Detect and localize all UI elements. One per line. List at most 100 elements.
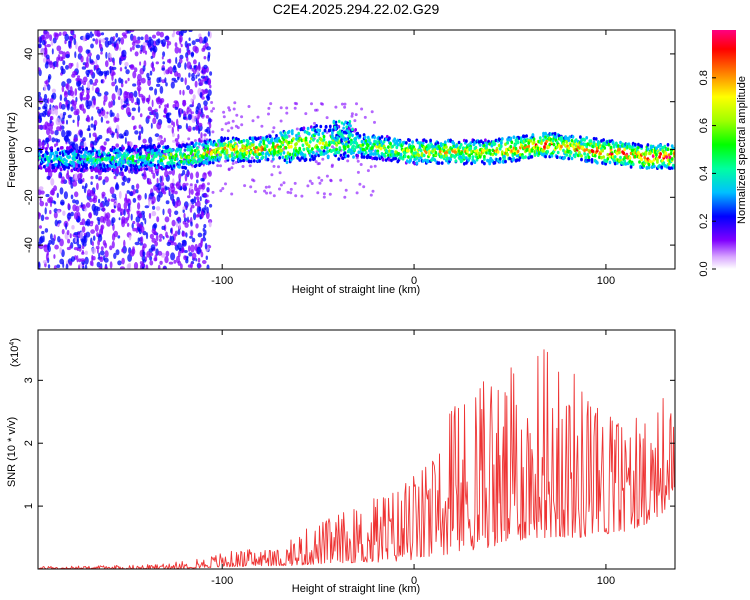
- heatmap-cell: [44, 126, 47, 130]
- heatmap-cell: [668, 166, 672, 171]
- heatmap-cell: [200, 107, 203, 113]
- heatmap-cell: [322, 149, 326, 153]
- heatmap-cell: [83, 235, 86, 243]
- heatmap-cell: [405, 159, 409, 163]
- heatmap-cell: [256, 115, 260, 119]
- heatmap-cell: [515, 153, 519, 158]
- heatmap-cell: [90, 59, 94, 64]
- heatmap-cell: [244, 157, 248, 161]
- heatmap-cell: [44, 44, 47, 53]
- snr-y-label: SNR (10 * v/v): [6, 417, 18, 487]
- heatmap-cell: [161, 39, 166, 47]
- heatmap-cell: [54, 130, 59, 136]
- heatmap-cell: [79, 130, 83, 138]
- heatmap-cell: [151, 210, 157, 217]
- heatmap-cell: [170, 167, 174, 171]
- heatmap-cell: [289, 187, 293, 191]
- heatmap-cell: [152, 117, 157, 125]
- heatmap-cell: [203, 172, 207, 176]
- heatmap-cell: [437, 161, 441, 165]
- heatmap-cell: [38, 124, 42, 130]
- heatmap-cell: [552, 142, 556, 147]
- heatmap-cell: [576, 153, 580, 158]
- heatmap-cell: [138, 81, 142, 86]
- heatmap-cell: [265, 191, 269, 195]
- heatmap-cell: [125, 98, 129, 105]
- heatmap-cell: [391, 150, 394, 154]
- heatmap-cell: [247, 154, 251, 158]
- heatmap-cell: [135, 216, 141, 223]
- heatmap-cell: [612, 143, 616, 148]
- heatmap-cell: [82, 80, 87, 86]
- heatmap-cell: [144, 218, 147, 225]
- heatmap-cell: [301, 143, 305, 148]
- heatmap-cell: [611, 140, 615, 145]
- heatmap-cell: [140, 36, 144, 41]
- heatmap-cell: [122, 175, 128, 183]
- heatmap-cell: [188, 187, 191, 196]
- heatmap-cell: [131, 155, 135, 159]
- heatmap-cell: [98, 158, 102, 163]
- heatmap-cell: [144, 50, 148, 55]
- heatmap-cell: [39, 225, 42, 229]
- heatmap-cell: [85, 99, 89, 108]
- heatmap-cell: [104, 176, 109, 183]
- heatmap-cell: [39, 200, 45, 207]
- heatmap-cell: [140, 236, 144, 244]
- heatmap-cell: [86, 218, 91, 227]
- heatmap-cell: [112, 99, 116, 106]
- heatmap-cell: [157, 250, 163, 256]
- heatmap-cell: [527, 141, 531, 145]
- heatmap-cell: [178, 222, 181, 229]
- heatmap-cell: [260, 124, 264, 128]
- heatmap-cell: [304, 112, 308, 116]
- heatmap-cell: [187, 137, 191, 141]
- heatmap-cell: [122, 146, 125, 150]
- heatmap-cell: [498, 157, 502, 161]
- heatmap-cell: [271, 141, 275, 146]
- heatmap-cell: [160, 158, 163, 162]
- heatmap-cell: [322, 192, 326, 196]
- heatmap-cell: [182, 30, 188, 34]
- heatmap-cell: [263, 147, 267, 151]
- heatmap-cell: [267, 140, 271, 145]
- heatmap-cell: [311, 154, 314, 159]
- heatmap-cell: [491, 148, 495, 153]
- heatmap-cell: [230, 147, 234, 152]
- heatmap-cell: [203, 89, 209, 94]
- heatmap-cell: [174, 190, 178, 195]
- heatmap-cell: [600, 155, 603, 160]
- heatmap-cell: [571, 135, 575, 139]
- heatmap-cell: [220, 136, 224, 140]
- heatmap-cell: [51, 137, 56, 143]
- heatmap-cell: [99, 256, 104, 263]
- heatmap-cell: [460, 158, 464, 163]
- heatmap-cell: [655, 146, 658, 150]
- heatmap-cell: [64, 39, 67, 45]
- heatmap-cell: [317, 132, 321, 137]
- y-tick-label: 2: [23, 440, 35, 446]
- heatmap-cell: [137, 36, 141, 41]
- heatmap-cell: [307, 131, 311, 136]
- heatmap-cell: [337, 150, 341, 155]
- svg-text:(x104): (x104): [9, 338, 21, 367]
- heatmap-cell: [567, 156, 571, 161]
- heatmap-cell: [131, 115, 135, 121]
- heatmap-cell: [105, 138, 110, 142]
- heatmap-cell: [550, 154, 554, 158]
- heatmap-cell: [141, 266, 145, 269]
- heatmap-cell: [178, 161, 181, 165]
- heatmap-cell: [115, 143, 119, 148]
- heatmap-cell: [523, 134, 526, 139]
- heatmap-cell: [317, 153, 321, 158]
- heatmap-cell: [396, 142, 400, 147]
- heatmap-cell: [129, 47, 133, 52]
- heatmap-cell: [97, 149, 101, 154]
- heatmap-cell: [358, 182, 362, 186]
- heatmap-cell: [203, 100, 208, 106]
- heatmap-cell: [42, 164, 46, 169]
- heatmap-cell: [170, 159, 174, 163]
- heatmap-cell: [567, 138, 571, 143]
- heatmap-cell: [69, 90, 75, 97]
- heatmap-cell: [251, 140, 255, 144]
